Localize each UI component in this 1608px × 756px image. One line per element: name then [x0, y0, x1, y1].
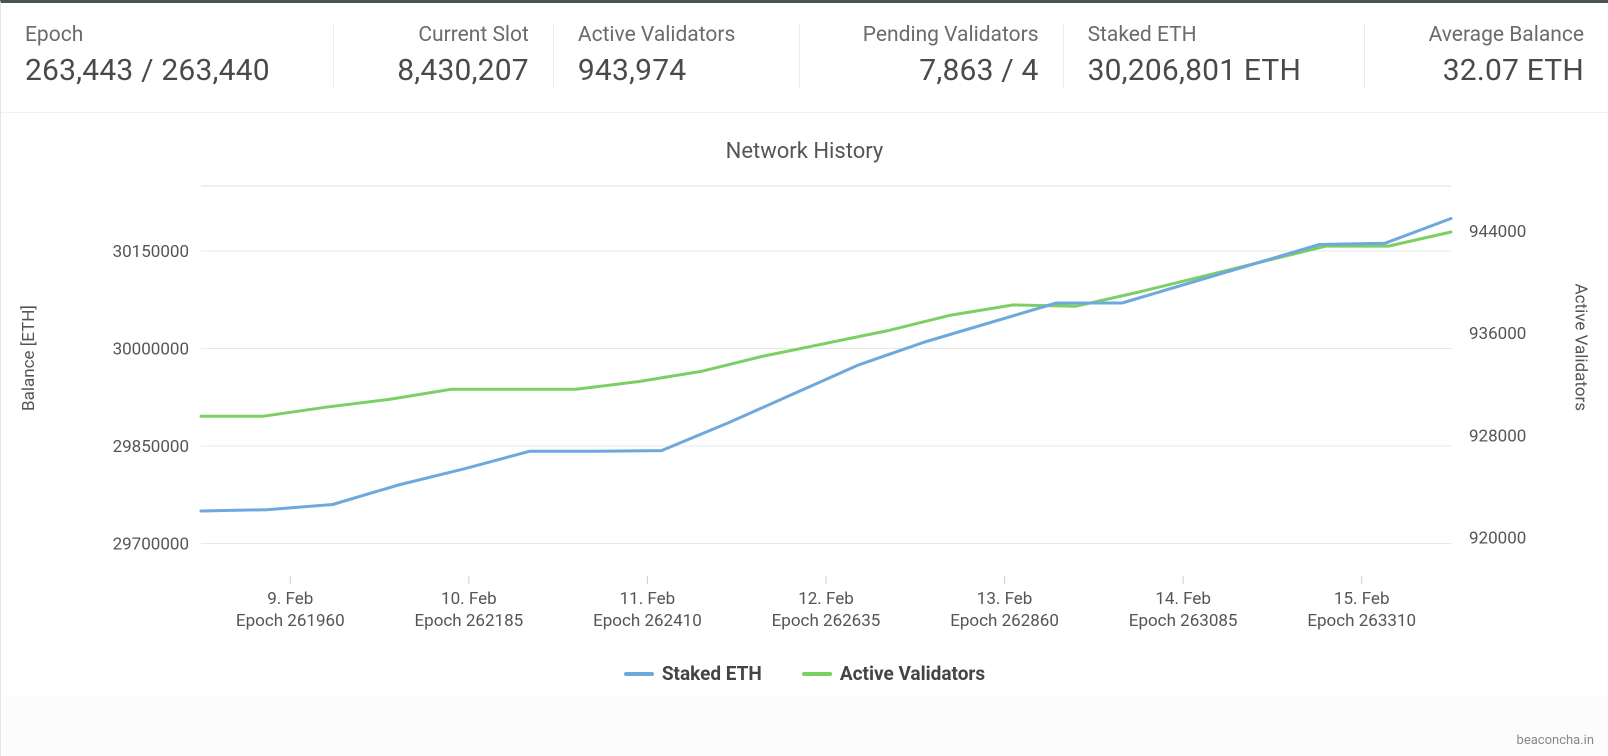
- svg-text:920000: 920000: [1469, 529, 1526, 549]
- svg-text:Epoch 262185: Epoch 262185: [414, 611, 523, 631]
- svg-text:9. Feb: 9. Feb: [267, 589, 313, 609]
- svg-text:Epoch 261960: Epoch 261960: [236, 611, 345, 631]
- stat-pending: Pending Validators 7,863 / 4: [800, 23, 1064, 88]
- svg-text:13. Feb: 13. Feb: [977, 589, 1033, 609]
- svg-text:Epoch 262635: Epoch 262635: [772, 611, 881, 631]
- stat-slot-value: 8,430,207: [358, 53, 529, 88]
- chart-card: Network History Balance [ETH] Active Val…: [1, 113, 1608, 695]
- stat-avg: Average Balance 32.07 ETH: [1365, 23, 1608, 88]
- svg-text:15. Feb: 15. Feb: [1334, 589, 1390, 609]
- y-axis-left-label: Balance [ETH]: [19, 305, 39, 411]
- svg-text:10. Feb: 10. Feb: [441, 589, 497, 609]
- svg-text:Epoch 263310: Epoch 263310: [1307, 611, 1416, 631]
- stat-epoch-label: Epoch: [25, 23, 309, 47]
- dashboard: Epoch 263,443 / 263,440 Current Slot 8,4…: [0, 0, 1608, 756]
- svg-text:12. Feb: 12. Feb: [798, 589, 854, 609]
- legend-item-validators[interactable]: Active Validators: [802, 662, 985, 685]
- stat-slot: Current Slot 8,430,207: [334, 23, 554, 88]
- stat-staked-label: Staked ETH: [1088, 23, 1341, 47]
- svg-text:928000: 928000: [1469, 426, 1526, 446]
- legend-item-staked[interactable]: Staked ETH: [624, 662, 762, 685]
- stat-slot-label: Current Slot: [358, 23, 529, 47]
- stat-staked: Staked ETH 30,206,801 ETH: [1064, 23, 1366, 88]
- stat-epoch: Epoch 263,443 / 263,440: [1, 23, 334, 88]
- chart-title: Network History: [21, 123, 1588, 176]
- network-history-chart[interactable]: 29700000 29850000 30000000 30150000 920000 92…: [21, 176, 1571, 646]
- chart-wrap: Balance [ETH] Active Validators 29700000…: [21, 176, 1588, 646]
- legend-label-validators: Active Validators: [840, 662, 985, 685]
- legend-swatch-validators: [802, 672, 832, 676]
- stat-active-label: Active Validators: [578, 23, 775, 47]
- legend-label-staked: Staked ETH: [662, 662, 762, 685]
- stat-epoch-value: 263,443 / 263,440: [25, 53, 309, 88]
- stat-avg-label: Average Balance: [1389, 23, 1584, 47]
- svg-text:30150000: 30150000: [113, 242, 189, 262]
- svg-text:11. Feb: 11. Feb: [620, 589, 676, 609]
- stats-row: Epoch 263,443 / 263,440 Current Slot 8,4…: [1, 3, 1608, 113]
- stat-staked-value: 30,206,801 ETH: [1088, 53, 1341, 88]
- stat-pending-value: 7,863 / 4: [824, 53, 1039, 88]
- svg-text:Epoch 263085: Epoch 263085: [1129, 611, 1238, 631]
- stat-pending-label: Pending Validators: [824, 23, 1039, 47]
- svg-text:936000: 936000: [1469, 324, 1526, 344]
- attribution: beaconcha.in: [1517, 733, 1594, 748]
- stat-active: Active Validators 943,974: [554, 23, 800, 88]
- chart-legend: Staked ETH Active Validators: [21, 646, 1588, 685]
- y-axis-right-label: Active Validators: [1570, 284, 1590, 411]
- svg-text:944000: 944000: [1469, 222, 1526, 242]
- svg-text:29850000: 29850000: [113, 437, 189, 457]
- svg-text:29700000: 29700000: [113, 535, 189, 555]
- svg-text:Epoch 262860: Epoch 262860: [950, 611, 1059, 631]
- stat-active-value: 943,974: [578, 53, 775, 88]
- svg-text:30000000: 30000000: [113, 340, 189, 360]
- svg-text:14. Feb: 14. Feb: [1155, 589, 1211, 609]
- stat-avg-value: 32.07 ETH: [1389, 53, 1584, 88]
- legend-swatch-staked: [624, 672, 654, 676]
- svg-text:Epoch 262410: Epoch 262410: [593, 611, 702, 631]
